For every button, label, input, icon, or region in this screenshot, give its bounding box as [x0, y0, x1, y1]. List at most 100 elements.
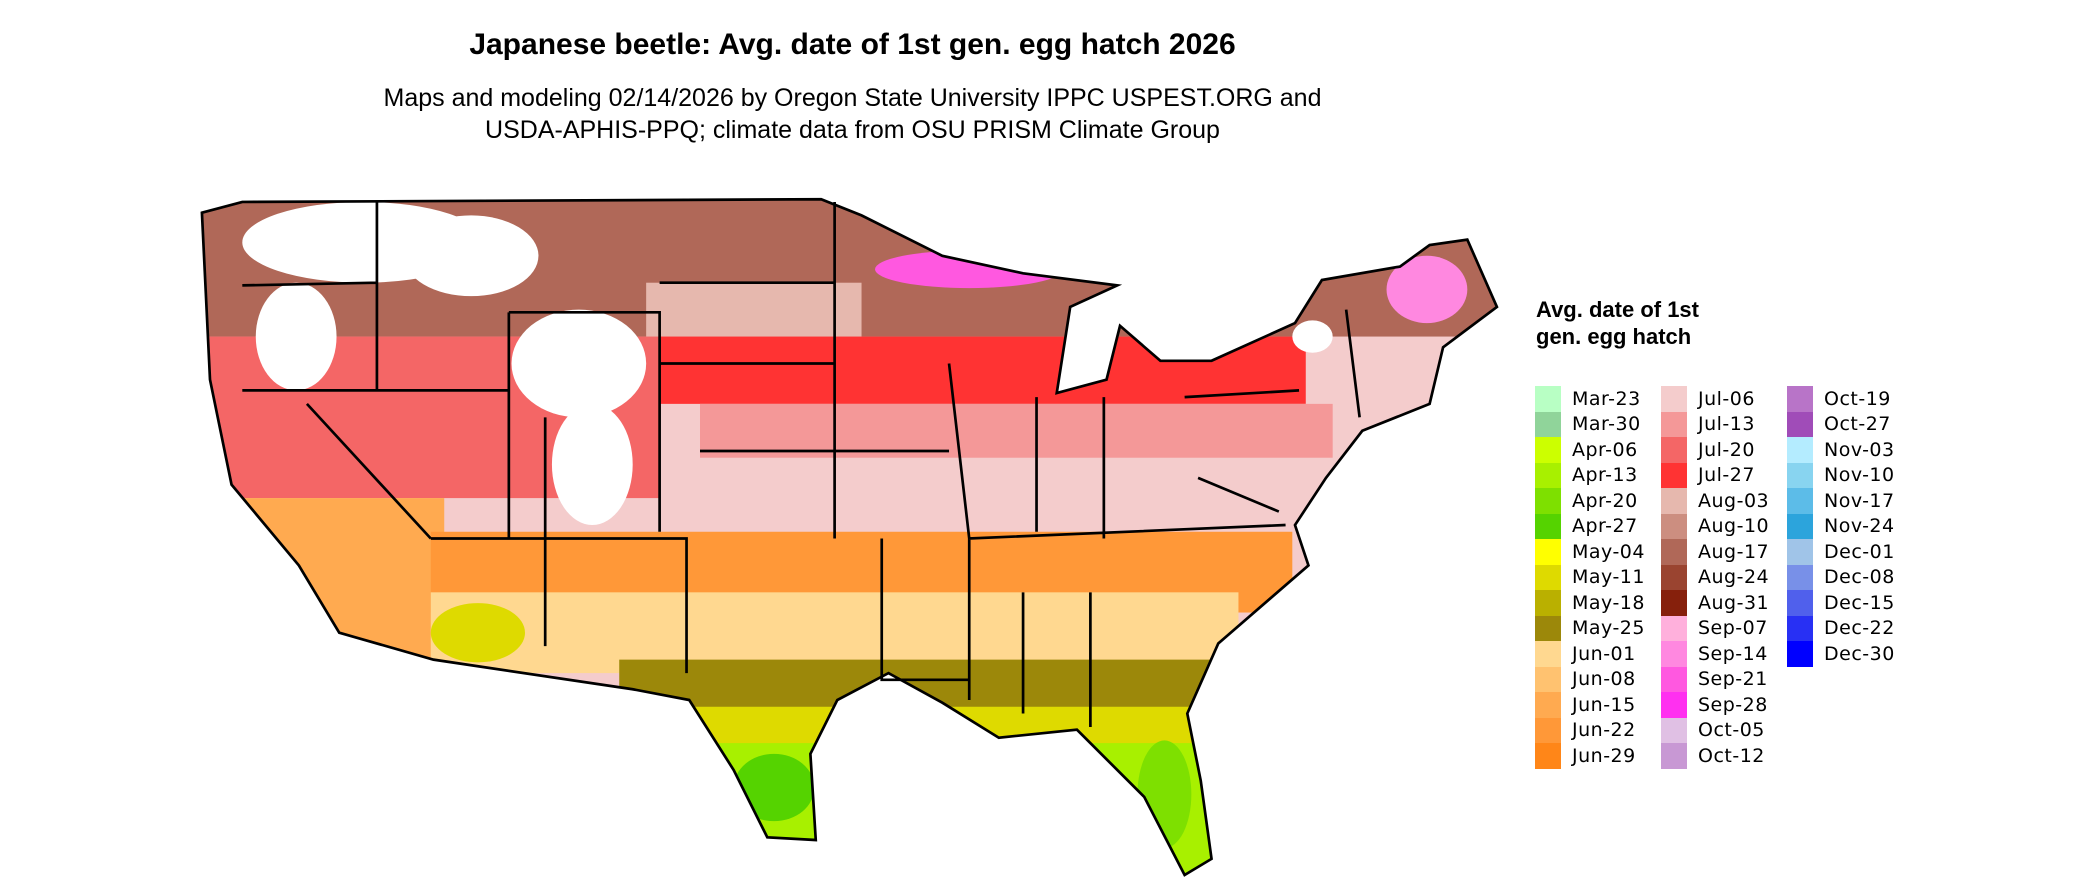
legend-label: Oct-27: [1824, 413, 1891, 436]
legend-item: Mar-23: [1535, 386, 1645, 412]
legend-label: Nov-17: [1824, 489, 1895, 512]
legend-item: Aug-03: [1661, 488, 1769, 514]
legend-label: Aug-31: [1698, 591, 1770, 614]
legend-item: Sep-28: [1661, 692, 1769, 718]
legend-swatch: [1787, 539, 1813, 565]
legend-item: Sep-07: [1661, 615, 1769, 641]
legend-swatch: [1535, 539, 1561, 565]
legend-swatch: [1535, 666, 1561, 692]
legend-label: May-11: [1572, 566, 1645, 589]
legend-item: Nov-10: [1787, 462, 1895, 488]
legend-item: Dec-30: [1787, 641, 1895, 667]
legend-item: Nov-17: [1787, 488, 1895, 514]
legend-item: Jul-20: [1661, 437, 1769, 463]
legend-label: Oct-05: [1698, 719, 1765, 742]
legend-label: Jul-20: [1698, 438, 1755, 461]
legend-label: Sep-28: [1698, 693, 1768, 716]
legend-column: Mar-23 Mar-30 Apr-06 Apr-13 Apr-20 Apr-27 May-…: [1535, 386, 1645, 769]
legend-swatch: [1535, 488, 1561, 514]
legend-swatch: [1535, 692, 1561, 718]
legend-swatch: [1661, 743, 1687, 769]
legend-label: Apr-20: [1572, 489, 1638, 512]
legend-swatch: [1535, 462, 1561, 488]
legend-swatch: [1535, 717, 1561, 743]
legend-item: May-11: [1535, 564, 1645, 590]
legend-swatch: [1661, 717, 1687, 743]
legend-swatch: [1787, 488, 1813, 514]
legend-swatch: [1661, 488, 1687, 514]
legend-item: Oct-19: [1787, 386, 1895, 412]
legend-item: Aug-17: [1661, 539, 1769, 565]
legend-label: May-18: [1572, 591, 1645, 614]
legend-label: May-25: [1572, 617, 1645, 640]
map-subtitle-line-1: Maps and modeling 02/14/2026 by Oregon S…: [383, 84, 1322, 112]
legend-swatch: [1787, 641, 1813, 667]
legend-swatch: [1661, 615, 1687, 641]
legend-item: Jun-08: [1535, 666, 1645, 692]
legend-item: Jun-15: [1535, 692, 1645, 718]
legend-label: Jul-06: [1698, 387, 1755, 410]
legend-item: Jun-29: [1535, 743, 1645, 769]
state-boundaries: [200, 197, 1499, 877]
legend-swatch: [1535, 615, 1561, 641]
legend-item: Apr-06: [1535, 437, 1645, 463]
legend-swatch: [1535, 411, 1561, 437]
legend-item: Jun-22: [1535, 717, 1645, 743]
legend-swatch: [1661, 564, 1687, 590]
legend-label: Jul-13: [1698, 413, 1755, 436]
legend-swatch: [1787, 437, 1813, 463]
legend-item: Dec-22: [1787, 615, 1895, 641]
legend-swatch: [1787, 462, 1813, 488]
legend-swatch: [1787, 590, 1813, 616]
legend-swatch: [1535, 386, 1561, 412]
map-title: Japanese beetle: Avg. date of 1st gen. e…: [469, 28, 1236, 61]
legend-item: Apr-13: [1535, 462, 1645, 488]
legend-label: Jun-22: [1572, 719, 1636, 742]
legend-item: May-18: [1535, 590, 1645, 616]
legend-label: Dec-01: [1824, 540, 1895, 563]
legend-column: Jul-06 Jul-13 Jul-20 Jul-27 Aug-03 Aug-10 Aug-…: [1661, 386, 1769, 769]
legend-swatch: [1787, 564, 1813, 590]
legend-label: Sep-07: [1698, 617, 1768, 640]
legend-item: May-04: [1535, 539, 1645, 565]
legend-item: May-25: [1535, 615, 1645, 641]
legend-item: Oct-12: [1661, 743, 1769, 769]
legend-swatch: [1661, 641, 1687, 667]
map-subtitle-line-2: USDA-APHIS-PPQ; climate data from OSU PR…: [485, 116, 1220, 144]
legend-label: Apr-13: [1572, 464, 1638, 487]
legend-swatch: [1661, 411, 1687, 437]
legend-item: Jul-27: [1661, 462, 1769, 488]
legend-swatch: [1535, 564, 1561, 590]
legend-swatch: [1661, 590, 1687, 616]
legend-item: Apr-20: [1535, 488, 1645, 514]
legend-label: Jun-29: [1572, 744, 1636, 767]
legend-swatch: [1661, 692, 1687, 718]
legend-item: Apr-27: [1535, 513, 1645, 539]
legend-label: Aug-24: [1698, 566, 1770, 589]
legend-label: Nov-10: [1824, 464, 1895, 487]
legend-label: Jul-27: [1698, 464, 1755, 487]
legend-label: Nov-03: [1824, 438, 1895, 461]
legend-label: Apr-27: [1572, 515, 1638, 538]
legend-label: Aug-03: [1698, 489, 1770, 512]
legend-item: Jul-06: [1661, 386, 1769, 412]
legend-swatch: [1535, 641, 1561, 667]
legend-label: Jun-08: [1572, 668, 1636, 691]
legend-title: Avg. date of 1st gen. egg hatch: [1536, 297, 1699, 349]
legend-label: Jun-15: [1572, 693, 1636, 716]
legend-item: Nov-24: [1787, 513, 1895, 539]
legend-item: Nov-03: [1787, 437, 1895, 463]
hatch-date-raster: [201, 199, 1497, 876]
legend-swatch: [1787, 513, 1813, 539]
legend-item: Sep-21: [1661, 666, 1769, 692]
legend-item: Aug-31: [1661, 590, 1769, 616]
legend-label: Sep-14: [1698, 642, 1768, 665]
legend-swatch: [1661, 666, 1687, 692]
legend-item: Oct-05: [1661, 717, 1769, 743]
legend-item: Sep-14: [1661, 641, 1769, 667]
legend-swatch: [1787, 411, 1813, 437]
legend-item: Aug-10: [1661, 513, 1769, 539]
legend-label: Aug-17: [1698, 540, 1770, 563]
legend-column: Oct-19 Oct-27 Nov-03 Nov-10 Nov-17 Nov-24 Dec-…: [1787, 386, 1895, 667]
